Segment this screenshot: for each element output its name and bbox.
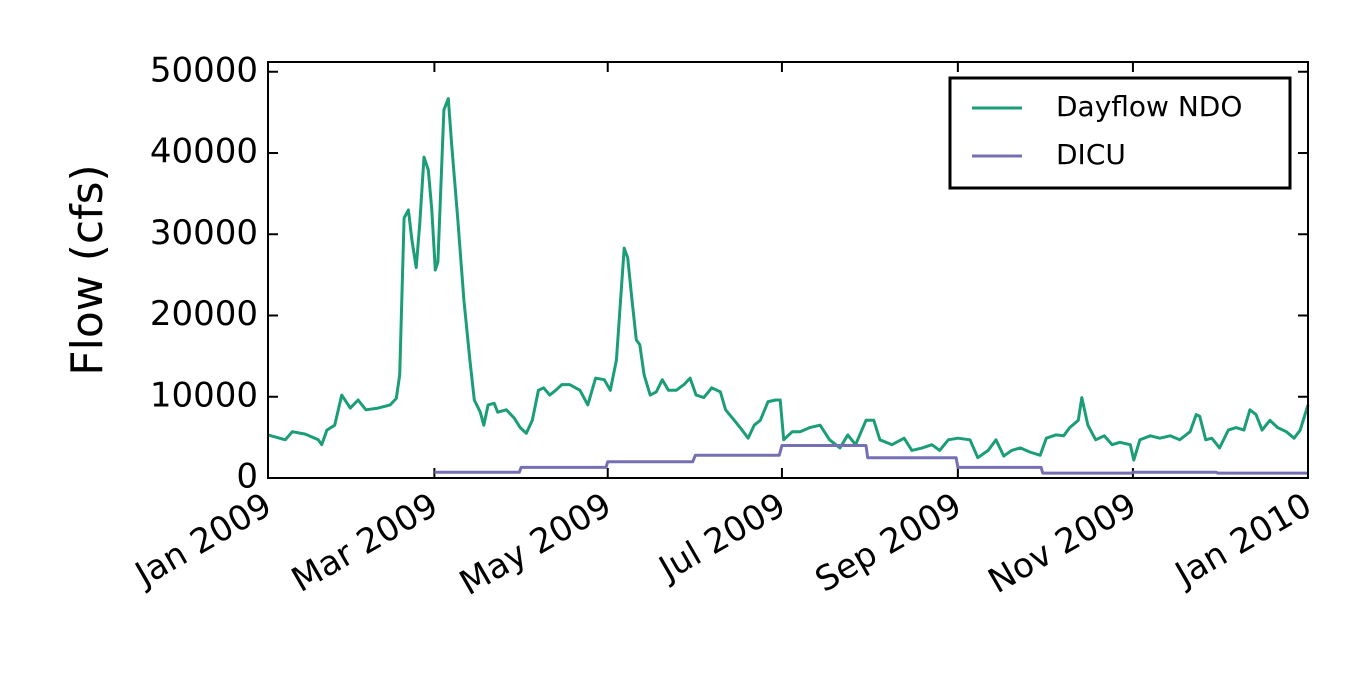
series-line [267, 97, 1310, 462]
x-tick-label: May 2009 [453, 485, 618, 603]
y-tick-label: 10000 [150, 375, 258, 415]
legend-label: Dayflow NDO [1056, 90, 1242, 123]
x-tick-label: Jan 2009 [127, 485, 278, 596]
y-tick-label: 20000 [150, 294, 258, 334]
y-tick-label: 50000 [150, 50, 258, 90]
plot-frame [267, 61, 1309, 479]
legend-box [948, 76, 1292, 190]
x-tick-label: Jul 2009 [651, 485, 793, 590]
y-tick-label: 0 [236, 457, 258, 497]
legend-label: DICU [1056, 138, 1126, 171]
x-tick-label: Nov 2009 [982, 485, 1144, 601]
series-line [434, 444, 1308, 475]
y-tick-label: 30000 [150, 213, 258, 253]
x-tick-label: Jan 2010 [1167, 485, 1318, 596]
x-tick-label: Mar 2009 [285, 485, 445, 600]
legend: Dayflow NDO DICU [948, 76, 1292, 190]
y-axis-label: Flow (cfs) [62, 164, 113, 375]
y-tick-label: 40000 [150, 132, 258, 172]
x-tick-label: Sep 2009 [809, 485, 969, 600]
